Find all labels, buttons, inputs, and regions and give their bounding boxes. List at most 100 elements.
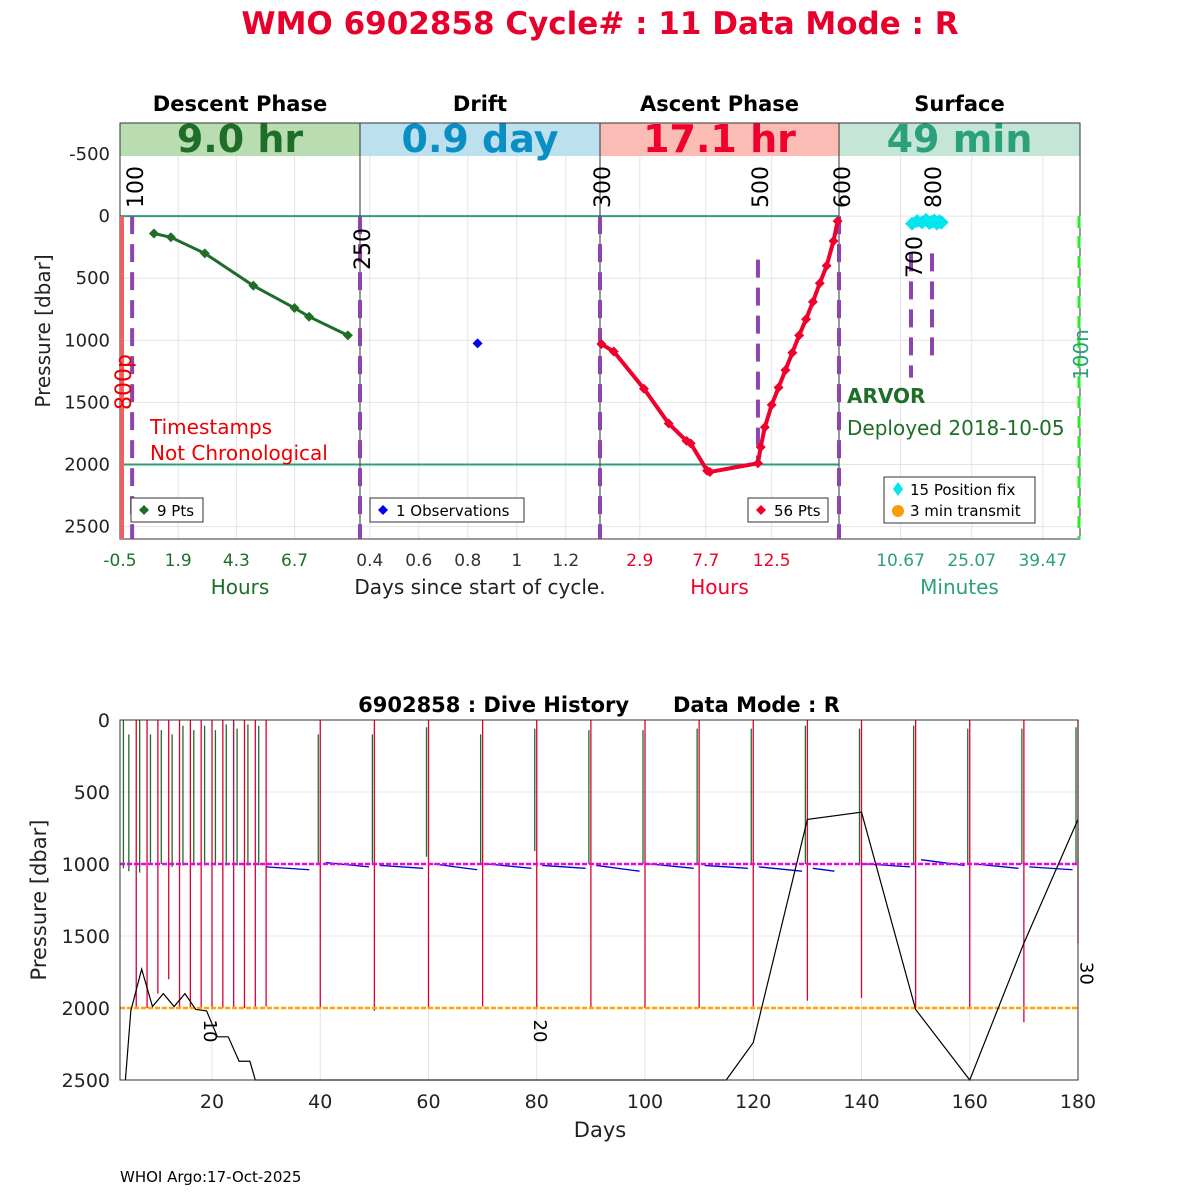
x-tick-label: 1.2 <box>552 551 579 571</box>
y-axis-label: Pressure [dbar] <box>31 254 55 407</box>
ascent-point <box>704 466 715 477</box>
ascent-point <box>832 216 843 227</box>
ascent-point <box>807 296 818 307</box>
phase-marker-label: 300 <box>591 166 616 208</box>
x-tick-label: 0.6 <box>405 551 432 571</box>
descent-legend: 9 Pts <box>130 497 204 523</box>
descent-point <box>342 330 353 341</box>
descent-point <box>304 311 315 322</box>
cycle-number-label: 20 <box>529 1020 550 1043</box>
ascent-legend: 56 Pts <box>747 497 829 523</box>
drift-segment <box>704 864 748 869</box>
y-tick-label: 500 <box>74 782 110 804</box>
legend-label: 3 min transmit <box>910 502 1021 520</box>
legend-label: 9 Pts <box>157 502 194 520</box>
x-axis-label: Hours <box>690 575 749 599</box>
cycle-number-label: 10 <box>199 1020 220 1043</box>
drift-segment <box>1029 866 1073 871</box>
drift-segment <box>650 863 694 869</box>
descent-point <box>165 232 176 243</box>
phase-marker-label: 250 <box>351 228 376 270</box>
dive-history-chart: 10 20 30 20 40 60 80 100 120 140 160 180 0 500 1000 150… <box>27 693 1097 1142</box>
descent-point <box>199 248 210 259</box>
phase-marker-label: 800 <box>922 166 947 208</box>
ascent-point <box>828 235 839 246</box>
ascent-point <box>766 399 777 410</box>
x-tick-label: -0.5 <box>103 551 136 571</box>
x-tick-label: 120 <box>735 1091 771 1113</box>
phase-duration: 9.0 hr <box>177 117 304 161</box>
y-tick-label: 1000 <box>64 330 110 351</box>
phase-title: Ascent Phase <box>640 92 799 116</box>
y-tick-label: 2500 <box>64 517 110 538</box>
x-tick-label: 140 <box>843 1091 879 1113</box>
drift-segment <box>596 864 640 872</box>
legend-marker <box>139 505 149 515</box>
x-tick-label: 20 <box>200 1091 224 1113</box>
main-title: WMO 6902858 Cycle# : 11 Data Mode : R <box>241 6 958 42</box>
phase-duration-band <box>600 123 839 156</box>
drift-point <box>472 338 483 349</box>
ascent-point <box>663 418 674 429</box>
center-x-label: Days since start of cycle. <box>354 575 605 599</box>
legend-frame <box>883 476 1036 524</box>
ascent-point <box>794 330 805 341</box>
annotation-line-1: Timestamps <box>149 415 272 439</box>
annotation-line-2: Not Chronological <box>150 441 328 465</box>
ascent-point <box>638 383 649 394</box>
ascent-series-line <box>600 220 840 475</box>
phase-title: Descent Phase <box>153 92 327 116</box>
descent-point <box>289 303 300 314</box>
x-tick-label: 1 <box>511 551 522 571</box>
position-fix-point <box>934 215 949 230</box>
drift-segment <box>866 863 911 868</box>
depth-bar <box>120 216 124 539</box>
phase-duration: 17.1 hr <box>643 117 796 161</box>
legend-marker <box>378 505 388 515</box>
drift-segment <box>812 867 835 872</box>
legend-marker <box>893 482 903 496</box>
phase-marker-label: 100 <box>124 166 149 208</box>
x-tick-label: 80 <box>525 1091 549 1113</box>
x-tick-label: 4.3 <box>223 551 250 571</box>
y-tick-label: 2000 <box>64 454 110 475</box>
y-tick-label: 2000 <box>62 998 110 1020</box>
x-tick-label: 6.7 <box>281 551 308 571</box>
plot-frame <box>119 719 1079 1081</box>
legend-marker <box>756 505 766 515</box>
phase-duration-band <box>360 123 600 156</box>
legend-frame <box>369 497 525 523</box>
y-tick-label: 0 <box>98 710 110 732</box>
x-axis-label: Minutes <box>920 575 999 599</box>
deployment-date: Deployed 2018-10-05 <box>847 416 1065 440</box>
phase-marker-label: 500 <box>749 166 774 208</box>
y-tick-label: 1500 <box>62 926 110 948</box>
history-title: 6902858 : Dive History Data Mode : R <box>358 693 840 717</box>
phase-marker-label: 700 <box>903 236 928 278</box>
phase-marker-label: 600 <box>831 166 856 208</box>
legend-frame <box>130 497 204 523</box>
ascent-point <box>752 458 763 469</box>
x-tick-label: 0.4 <box>356 551 383 571</box>
legend-marker <box>892 505 904 517</box>
surface-legend: 15 Position fix 3 min transmit <box>883 476 1036 524</box>
ascent-point <box>787 347 798 358</box>
cycle-number-label: 30 <box>1076 962 1097 985</box>
x-tick-label: 2.9 <box>626 551 653 571</box>
x-tick-label: 25.07 <box>947 551 996 571</box>
descent-point <box>248 280 259 291</box>
x-tick-label: 100 <box>627 1091 663 1113</box>
y-axis-label: Pressure [dbar] <box>27 820 51 981</box>
ascent-point <box>821 260 832 271</box>
y-tick-label: 2500 <box>62 1070 110 1092</box>
drift-segment <box>379 864 424 869</box>
surface-right-label: 100n <box>1069 329 1093 380</box>
ascent-point <box>596 339 607 350</box>
drift-segment <box>542 864 586 869</box>
y-tick-label: 1500 <box>64 392 110 413</box>
ascent-point <box>801 314 812 325</box>
x-tick-label: 180 <box>1060 1091 1096 1113</box>
ascent-point <box>755 442 766 453</box>
